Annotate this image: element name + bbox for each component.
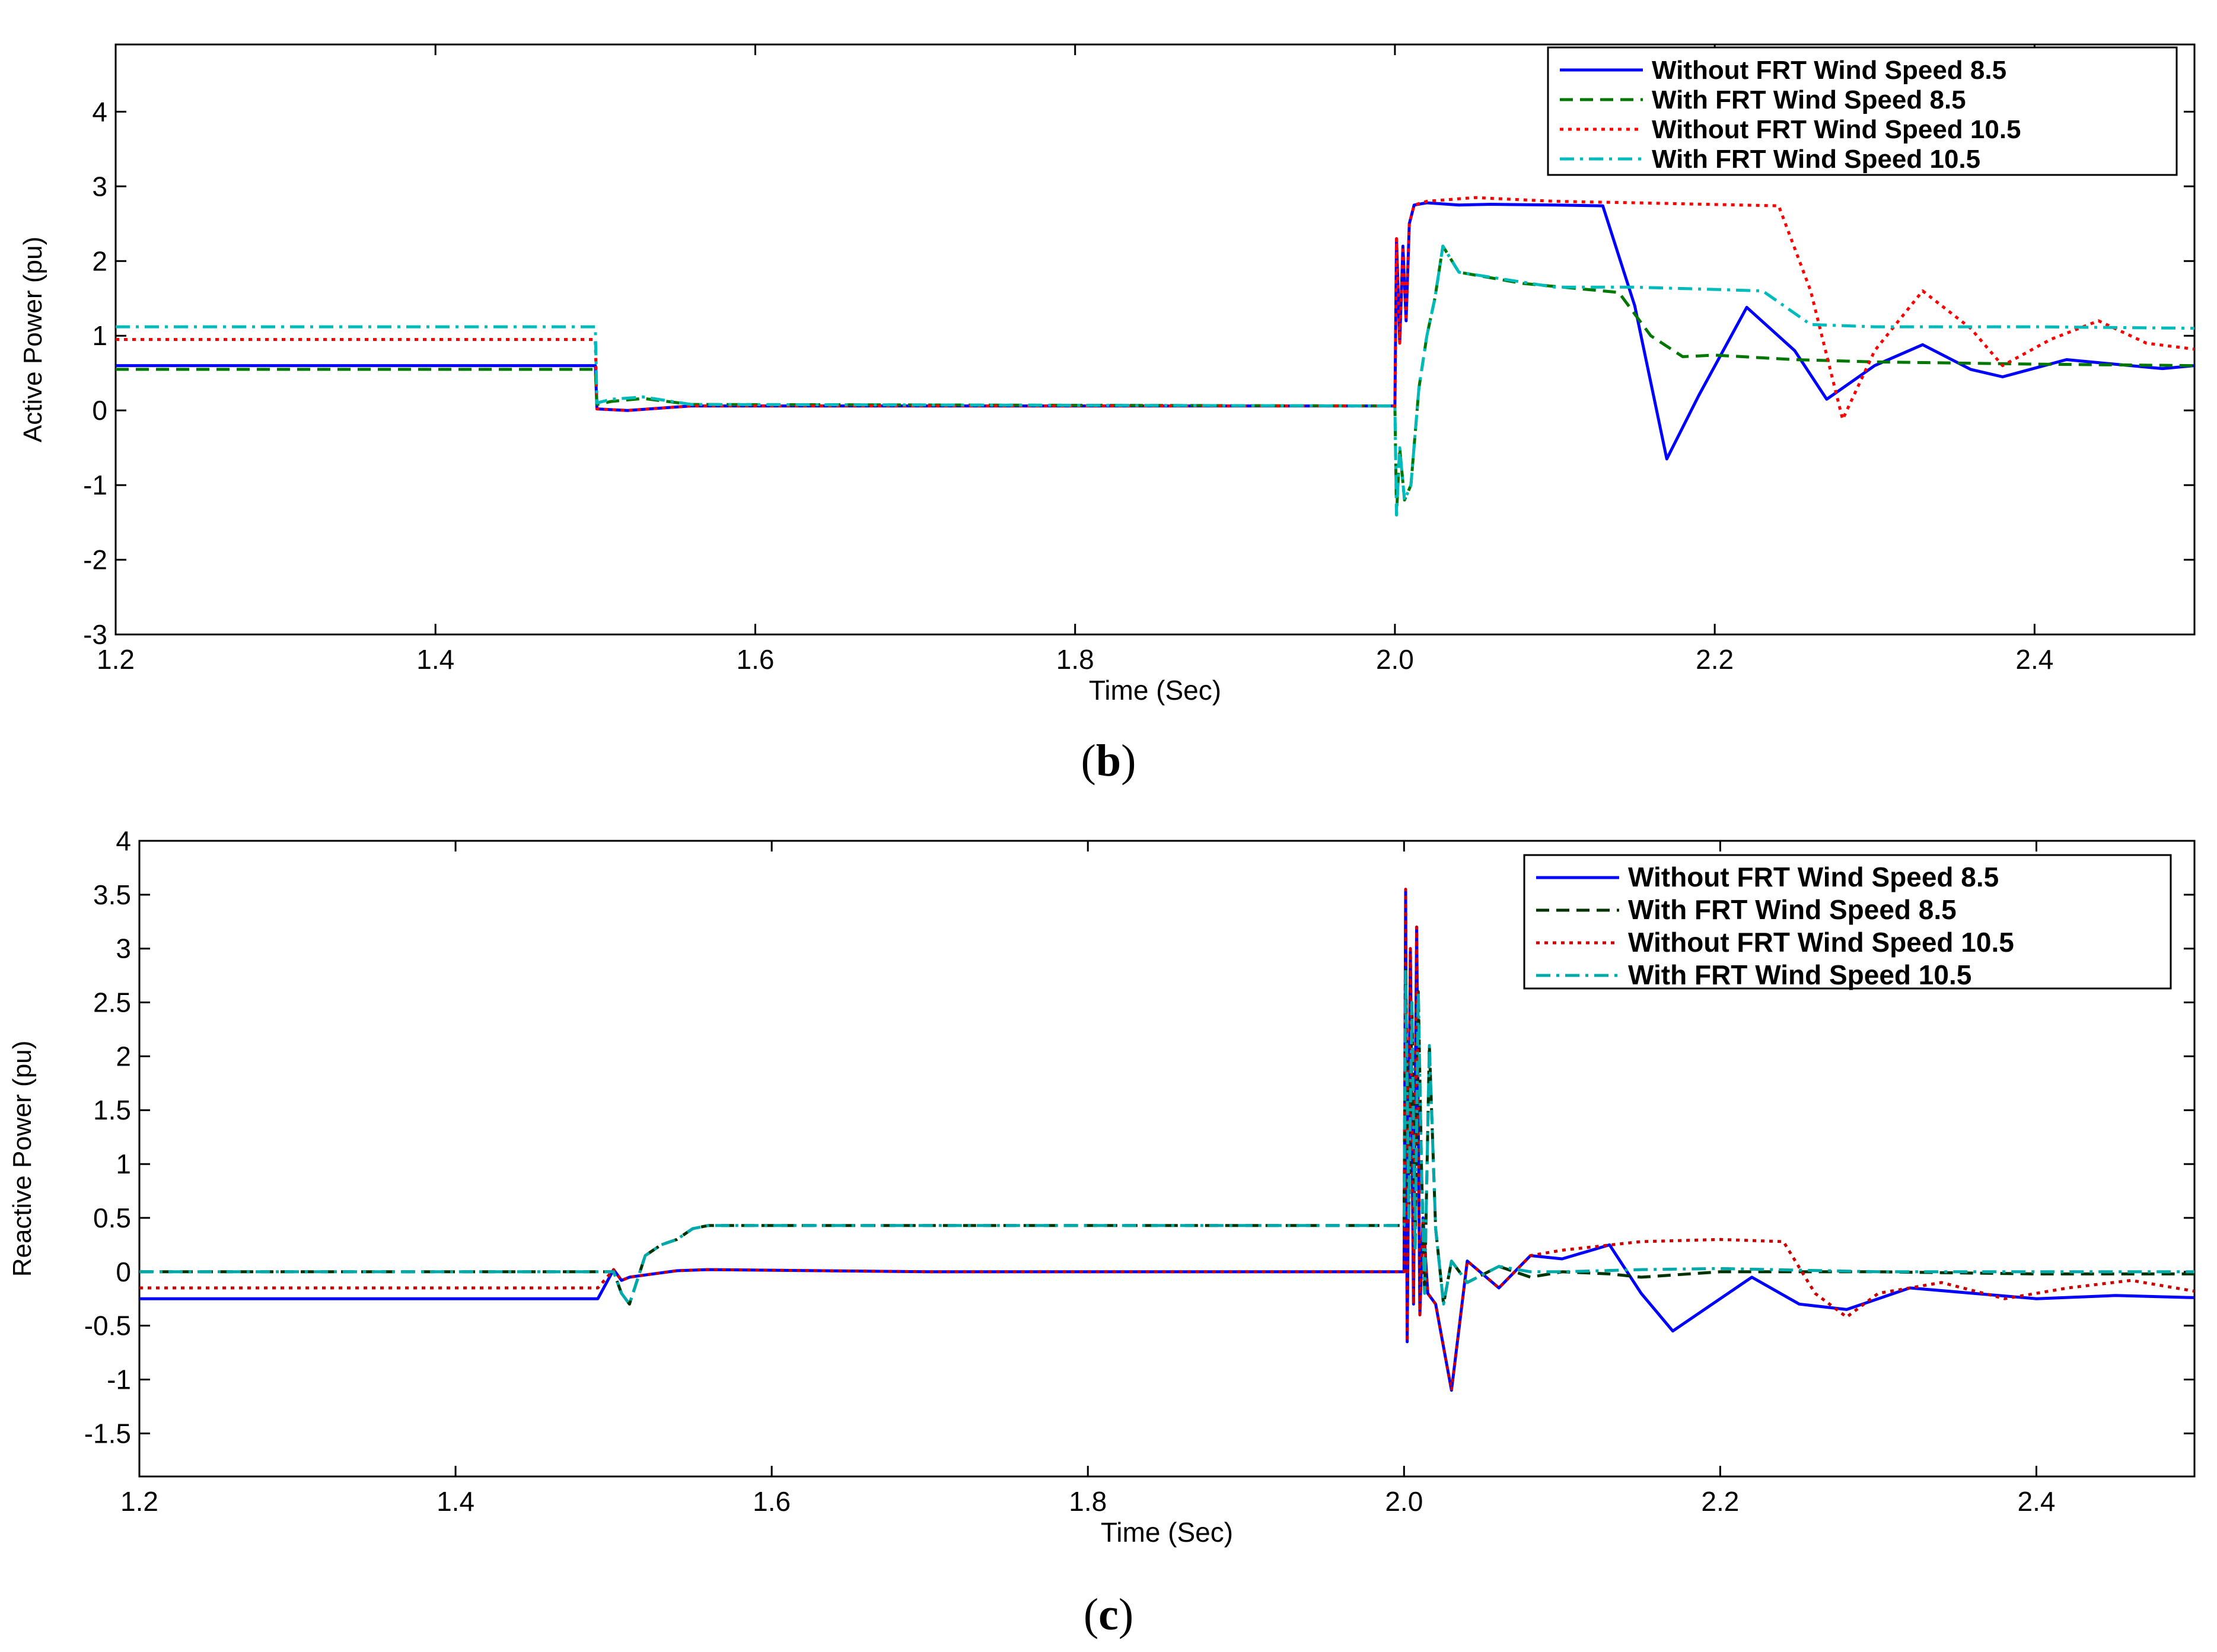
x-tick-label: 2.2 (1696, 644, 1734, 675)
x-tick-label: 2.0 (1385, 1486, 1423, 1517)
y-tick-label: -1.5 (84, 1418, 131, 1449)
y-tick-label: 2.5 (93, 987, 131, 1018)
y-tick-label: 0 (92, 395, 107, 426)
series-line-3 (116, 196, 2194, 421)
series-line-2 (139, 968, 2194, 1306)
x-tick-label: 1.6 (753, 1486, 791, 1517)
panel-c-caption: (c) (1083, 1590, 1134, 1640)
y-tick-label: -2 (83, 544, 107, 575)
legend-label: Without FRT Wind Speed 10.5 (1628, 927, 2014, 958)
x-tick-label: 1.4 (437, 1486, 474, 1517)
panel-b-caption: (b) (1081, 736, 1136, 786)
x-tick-label: 1.6 (736, 644, 774, 675)
y-tick-label: 1 (92, 320, 107, 351)
y-tick-label: 0.5 (93, 1203, 131, 1233)
series-group (139, 888, 2194, 1392)
y-tick-label: -3 (83, 619, 107, 650)
x-tick-label: 2.0 (1376, 644, 1414, 675)
y-tick-label: 1.5 (93, 1095, 131, 1125)
y-axis-label: Reactive Power (pu) (8, 1041, 37, 1277)
y-tick-label: 3.5 (93, 879, 131, 910)
legend-label: With FRT Wind Speed 10.5 (1652, 145, 1980, 174)
series-line-4 (116, 244, 2194, 516)
y-tick-label: 3 (116, 933, 131, 964)
x-tick-label: 1.8 (1069, 1486, 1107, 1517)
series-group (116, 196, 2194, 516)
x-tick-label: 1.2 (97, 644, 135, 675)
y-axis-label: Active Power (pu) (18, 237, 47, 442)
x-axis-label: Time (Sec) (1089, 675, 1221, 706)
x-tick-label: 2.4 (2015, 644, 2053, 675)
series-line-3 (139, 888, 2194, 1392)
legend-label: With FRT Wind Speed 8.5 (1628, 894, 1957, 925)
legend-label: With FRT Wind Speed 8.5 (1652, 85, 1966, 114)
reactive-power-chart: 1.2 1.4 1.6 1.8 2.0 2.2 2.4 -1.5 -1 -0.5 0 0.5 1 1.5 2… (8, 825, 2196, 1548)
y-tick-label: 3 (92, 171, 107, 202)
y-tick-label: 4 (116, 825, 131, 856)
y-tick-label: 4 (92, 96, 107, 127)
y-tick-label: 2 (92, 245, 107, 276)
legend-box (1523, 854, 2172, 990)
x-tick-label: 1.4 (416, 644, 454, 675)
x-axis-label: Time (Sec) (1101, 1517, 1233, 1548)
x-tick-label: 1.2 (120, 1486, 158, 1517)
y-tick-label: 1 (116, 1149, 131, 1179)
x-tick-label: 2.2 (1701, 1486, 1739, 1517)
x-tick-label: 1.8 (1056, 644, 1094, 675)
y-tick-label: -1 (107, 1364, 131, 1395)
active-power-chart: 1.2 1.4 1.6 1.8 2.0 2.2 2.4 -3 -2 -1 0 1 2 3 4 Time (Se… (18, 43, 2196, 706)
series-line-1 (139, 888, 2194, 1392)
legend-label: Without FRT Wind Speed 8.5 (1628, 862, 1999, 892)
y-tick-label: 2 (116, 1041, 131, 1071)
legend-label: Without FRT Wind Speed 8.5 (1652, 56, 2006, 85)
y-tick-label: -0.5 (84, 1310, 131, 1341)
legend-box (1547, 46, 2178, 176)
x-tick-label: 2.4 (2017, 1486, 2055, 1517)
y-tick-label: -1 (83, 470, 107, 500)
legend-label: Without FRT Wind Speed 10.5 (1652, 115, 2021, 144)
legend-label: With FRT Wind Speed 10.5 (1628, 959, 1971, 990)
y-tick-label: 0 (116, 1256, 131, 1287)
